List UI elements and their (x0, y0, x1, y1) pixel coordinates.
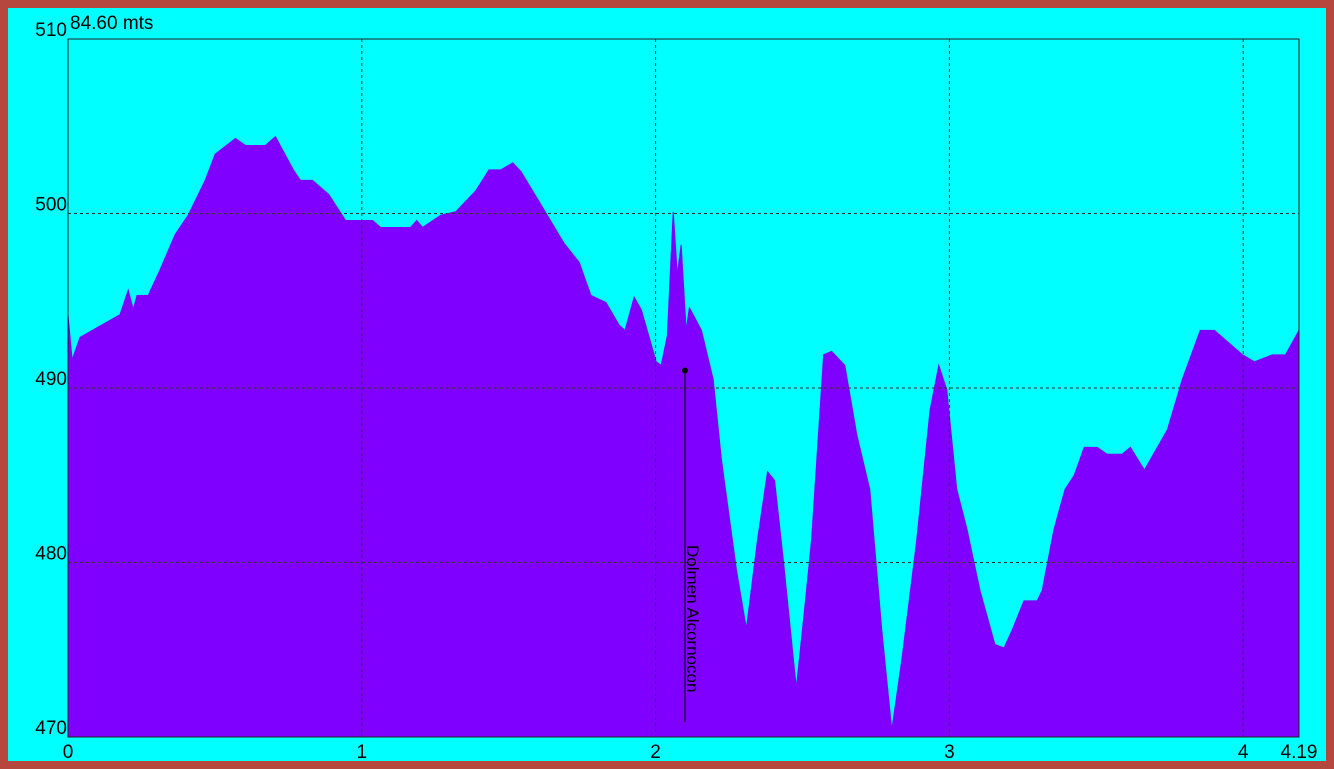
x-tick-label: 0 (63, 742, 74, 763)
annotation-label: Dolmen Alcornocon (683, 545, 702, 692)
y-tick-label: 480 (35, 544, 67, 565)
x-tick-label: 4 (1238, 742, 1249, 763)
x-tick-label: 1 (357, 742, 368, 763)
x-tick-label: 3 (944, 742, 955, 763)
y-tick-label: 470 (35, 718, 67, 739)
x-tick-label: 2 (650, 742, 661, 763)
x-tick-label: 4.19 (1281, 742, 1318, 763)
plot-frame (67, 38, 1300, 738)
y-tick-label: 490 (35, 369, 67, 390)
elevation-area (67, 135, 1300, 738)
chart-title: 84.60 mts (70, 13, 153, 34)
y-tick-label: 510 (35, 20, 67, 41)
y-tick-label: 500 (35, 195, 67, 216)
annotation-point (681, 367, 688, 374)
